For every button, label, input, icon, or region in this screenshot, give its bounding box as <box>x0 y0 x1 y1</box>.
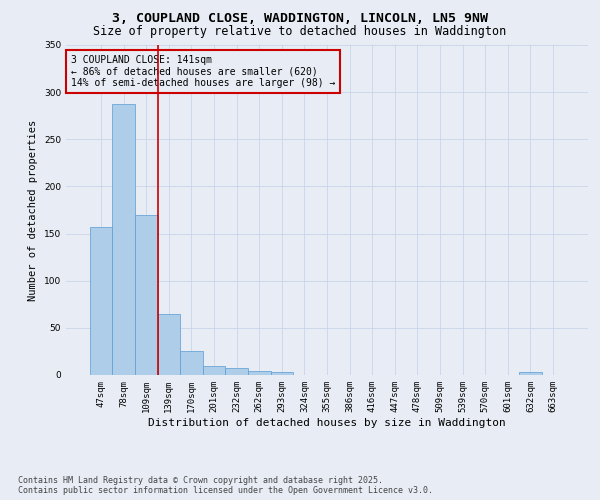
Text: Contains HM Land Registry data © Crown copyright and database right 2025.
Contai: Contains HM Land Registry data © Crown c… <box>18 476 433 495</box>
Bar <box>90 227 112 375</box>
Bar <box>112 104 135 375</box>
X-axis label: Distribution of detached houses by size in Waddington: Distribution of detached houses by size … <box>148 418 506 428</box>
Text: 3, COUPLAND CLOSE, WADDINGTON, LINCOLN, LN5 9NW: 3, COUPLAND CLOSE, WADDINGTON, LINCOLN, … <box>112 12 488 26</box>
Y-axis label: Number of detached properties: Number of detached properties <box>28 120 38 300</box>
Bar <box>158 314 180 375</box>
Text: Size of property relative to detached houses in Waddington: Size of property relative to detached ho… <box>94 25 506 38</box>
Bar <box>519 372 542 375</box>
Bar <box>248 371 271 375</box>
Bar <box>203 366 226 375</box>
Bar <box>135 214 158 375</box>
Bar <box>271 372 293 375</box>
Bar <box>180 352 203 375</box>
Text: 3 COUPLAND CLOSE: 141sqm
← 86% of detached houses are smaller (620)
14% of semi-: 3 COUPLAND CLOSE: 141sqm ← 86% of detach… <box>71 55 335 88</box>
Bar <box>226 368 248 375</box>
